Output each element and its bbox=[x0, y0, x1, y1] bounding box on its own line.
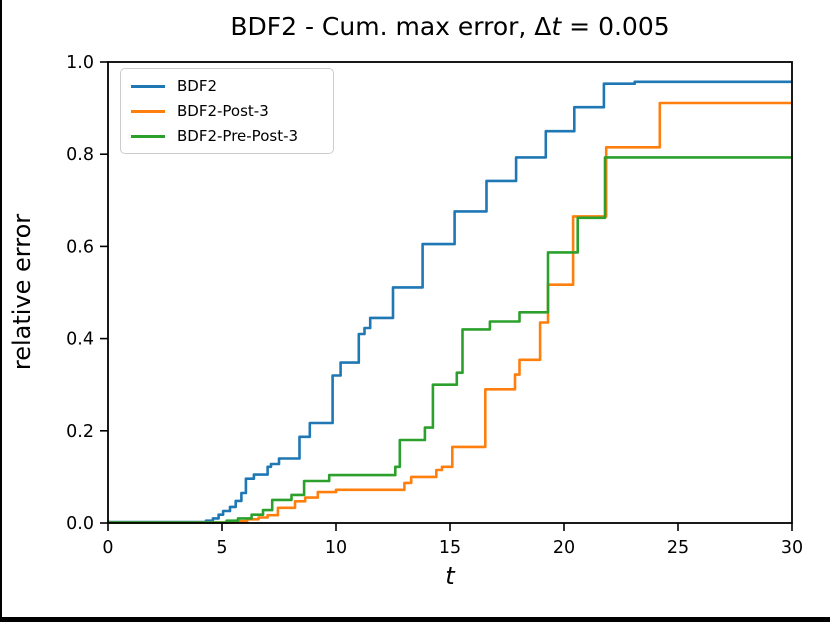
legend-item: BDF2 bbox=[131, 77, 323, 95]
x-tick-label: 20 bbox=[553, 538, 575, 558]
legend-label: BDF2-Post-3 bbox=[177, 102, 269, 120]
title-prefix: BDF2 - Cum. max error, Δ bbox=[230, 12, 552, 41]
y-tick-label: 0.8 bbox=[66, 145, 94, 165]
y-axis-label: relative error bbox=[8, 213, 36, 371]
legend-line-sample-blue bbox=[131, 84, 165, 88]
x-tick-label: 0 bbox=[102, 538, 113, 558]
window-left-edge bbox=[0, 0, 2, 622]
title-suffix: = 0.005 bbox=[561, 12, 670, 41]
y-tick-label: 0.0 bbox=[66, 514, 94, 534]
legend-item: BDF2-Pre-Post-3 bbox=[131, 127, 323, 145]
axes-frame bbox=[107, 61, 793, 524]
title-variable: t bbox=[551, 12, 562, 41]
legend-label: BDF2-Pre-Post-3 bbox=[177, 127, 299, 145]
y-tick-label: 0.6 bbox=[66, 237, 94, 257]
legend-line-sample-green bbox=[131, 134, 165, 138]
x-tick-label: 10 bbox=[325, 538, 347, 558]
legend: BDF2 BDF2-Post-3 BDF2-Pre-Post-3 bbox=[120, 68, 334, 154]
chart-title: BDF2 - Cum. max error, Δt = 0.005 bbox=[108, 12, 792, 41]
x-tick-label: 30 bbox=[781, 538, 803, 558]
y-tick-label: 0.4 bbox=[66, 330, 94, 350]
series-line-BDF2-Pre-Post-3 bbox=[108, 156, 792, 524]
legend-line-sample-orange bbox=[131, 109, 165, 113]
y-tick-label: 1.0 bbox=[66, 53, 94, 73]
x-axis-label: t bbox=[445, 562, 455, 590]
x-tick-label: 25 bbox=[667, 538, 689, 558]
x-tick-label: 15 bbox=[439, 538, 461, 558]
series-line-BDF2-Post-3 bbox=[108, 101, 792, 524]
x-tick-label: 5 bbox=[216, 538, 227, 558]
series-line-BDF2 bbox=[108, 80, 792, 524]
legend-item: BDF2-Post-3 bbox=[131, 102, 323, 120]
window-bottom-edge bbox=[0, 617, 830, 622]
legend-label: BDF2 bbox=[177, 77, 218, 95]
y-tick-label: 0.2 bbox=[66, 422, 94, 442]
